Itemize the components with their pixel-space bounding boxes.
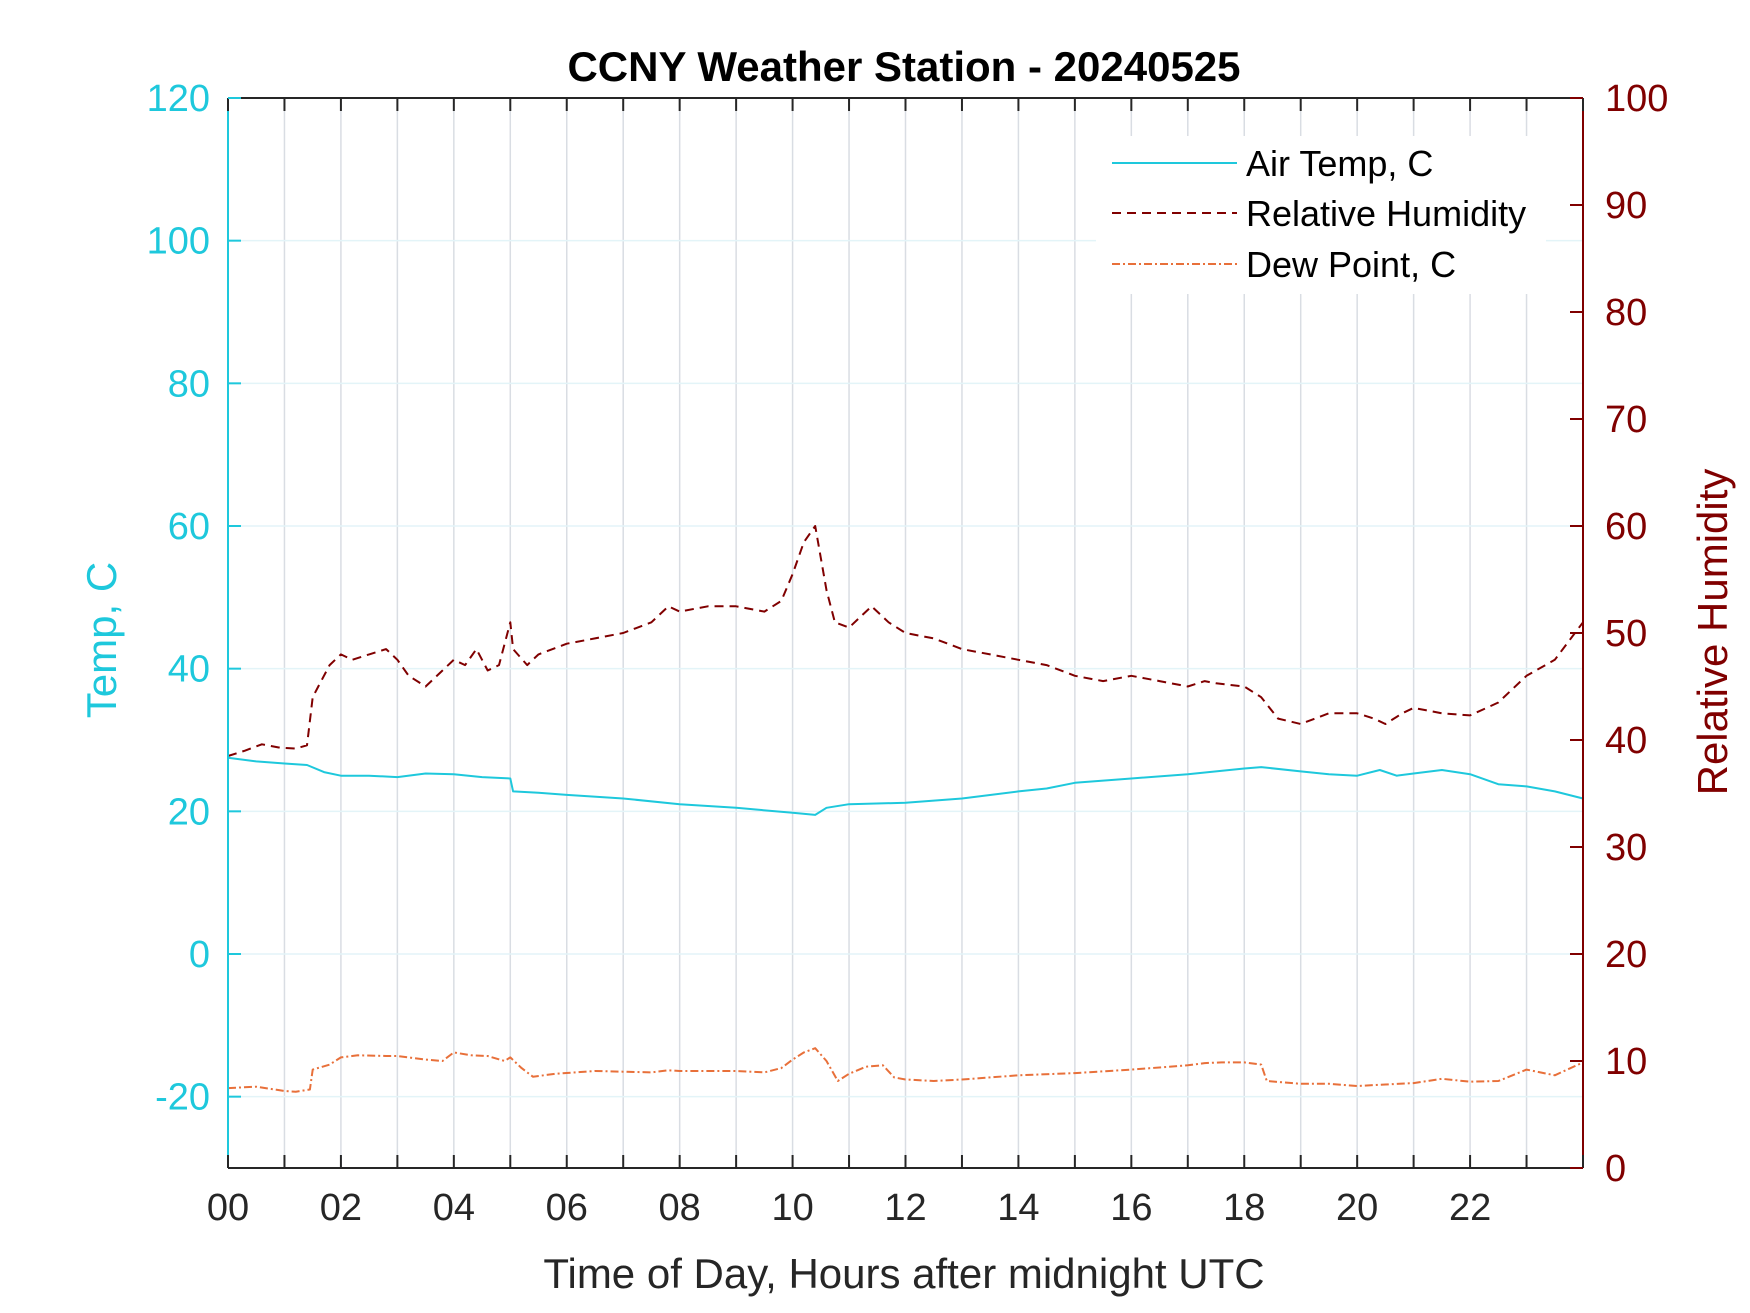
x-tick-label: 12 <box>884 1187 926 1229</box>
series-line-relative-humidity <box>227 525 1584 757</box>
y-axis-label-left: Temp, C <box>78 562 125 718</box>
x-tick-label: 06 <box>546 1187 588 1229</box>
y-left-tick-label: 40 <box>168 649 210 691</box>
y-right-tick-label: 80 <box>1605 292 1647 334</box>
x-tick-label: 08 <box>659 1187 701 1229</box>
y-left-tick-label: 60 <box>168 506 210 548</box>
axes <box>227 97 1584 1169</box>
y-axis-label-right: Relative Humidity <box>1689 469 1736 796</box>
x-tick-label: 02 <box>320 1187 362 1229</box>
series-line-dew-point-c <box>227 1047 1584 1093</box>
tick-labels: 00 02 04 06 08 10 12 14 16 18 20 22-200204060801001… <box>147 78 1669 1229</box>
series-layer <box>227 525 1584 1093</box>
x-tick-label: 00 <box>207 1187 249 1229</box>
x-tick-label: 22 <box>1449 1187 1491 1229</box>
x-tick-label: 04 <box>433 1187 475 1229</box>
x-tick-label: 10 <box>771 1187 813 1229</box>
legend-label-dew-point: Dew Point, C <box>1246 244 1456 285</box>
legend-label-air-temp: Air Temp, C <box>1246 143 1433 184</box>
y-left-tick-label: -20 <box>155 1077 210 1119</box>
x-tick-label: 18 <box>1223 1187 1265 1229</box>
y-left-tick-label: 0 <box>189 934 210 976</box>
y-left-tick-label: 120 <box>147 78 210 120</box>
y-right-tick-label: 50 <box>1605 613 1647 655</box>
y-left-tick-label: 20 <box>168 791 210 833</box>
chart-title: CCNY Weather Station - 20240525 <box>567 43 1240 90</box>
y-right-tick-label: 100 <box>1605 78 1668 120</box>
y-right-tick-label: 20 <box>1605 934 1647 976</box>
y-right-tick-label: 40 <box>1605 720 1647 762</box>
x-tick-label: 20 <box>1336 1187 1378 1229</box>
grid-lines <box>228 97 1583 1168</box>
y-right-tick-label: 60 <box>1605 506 1647 548</box>
y-right-tick-label: 30 <box>1605 827 1647 869</box>
y-left-tick-label: 80 <box>168 363 210 405</box>
x-tick-label: 14 <box>997 1187 1039 1229</box>
y-right-tick-label: 70 <box>1605 399 1647 441</box>
y-left-tick-label: 100 <box>147 221 210 263</box>
legend: Air Temp, C Relative Humidity Dew Point,… <box>1096 136 1546 294</box>
series-line-air-temp-c <box>227 756 1584 816</box>
y-right-tick-label: 90 <box>1605 185 1647 227</box>
x-axis-label: Time of Day, Hours after midnight UTC <box>543 1250 1264 1297</box>
legend-label-relative-humidity: Relative Humidity <box>1246 193 1526 234</box>
y-right-tick-label: 10 <box>1605 1041 1647 1083</box>
x-tick-label: 16 <box>1110 1187 1152 1229</box>
y-right-tick-label: 0 <box>1605 1148 1626 1190</box>
